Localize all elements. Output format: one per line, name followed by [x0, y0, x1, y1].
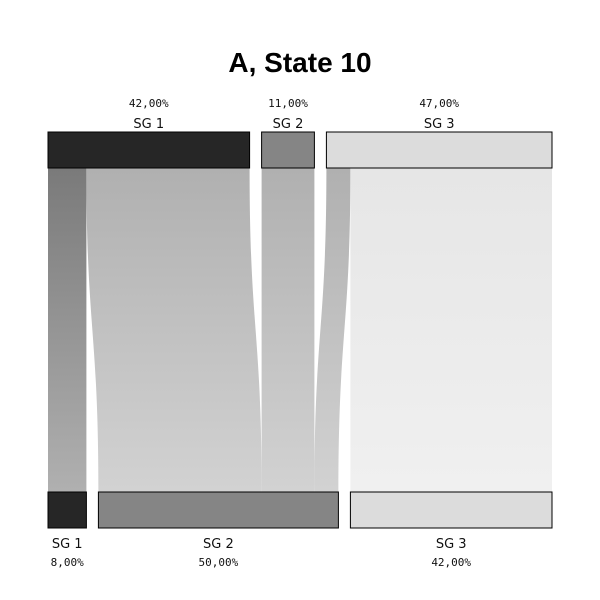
top-percent-sg1: 42,00% [129, 97, 169, 110]
bottom-node-sg1 [47, 491, 87, 529]
flows-group [48, 168, 552, 492]
bottom-label-sg1: SG 1 [52, 537, 83, 552]
top-percent-sg3: 47,00% [419, 97, 459, 110]
flow-sg1-to-sg1 [48, 168, 87, 492]
flow-sg3-to-sg2 [314, 168, 351, 492]
bottom-percent-sg3: 42,00% [431, 556, 471, 569]
flow-sg1-to-sg2 [86, 168, 262, 492]
top-node-sg1 [47, 131, 251, 169]
top-percent-sg2: 11,00% [268, 97, 308, 110]
top-node-sg2 [261, 131, 315, 169]
chart-title: A, State 10 [228, 47, 371, 78]
bottom-node-sg3 [349, 491, 553, 529]
bottom-label-sg2: SG 2 [203, 537, 234, 552]
labels-group: 42,00% SG 1 11,00% SG 2 47,00% SG 3 SG 1 8,00% S… [51, 97, 472, 569]
top-label-sg2: SG 2 [273, 117, 304, 132]
top-node-sg3 [325, 131, 553, 169]
top-label-sg1: SG 1 [133, 117, 164, 132]
bottom-percent-sg2: 50,00% [199, 556, 239, 569]
nodes-group [47, 131, 553, 529]
flow-sg2-to-sg2 [261, 168, 315, 492]
top-label-sg3: SG 3 [424, 117, 455, 132]
bottom-percent-sg1: 8,00% [51, 556, 84, 569]
bottom-node-sg2 [97, 491, 339, 529]
flow-sg3-to-sg3 [350, 168, 552, 492]
bottom-label-sg3: SG 3 [436, 537, 467, 552]
